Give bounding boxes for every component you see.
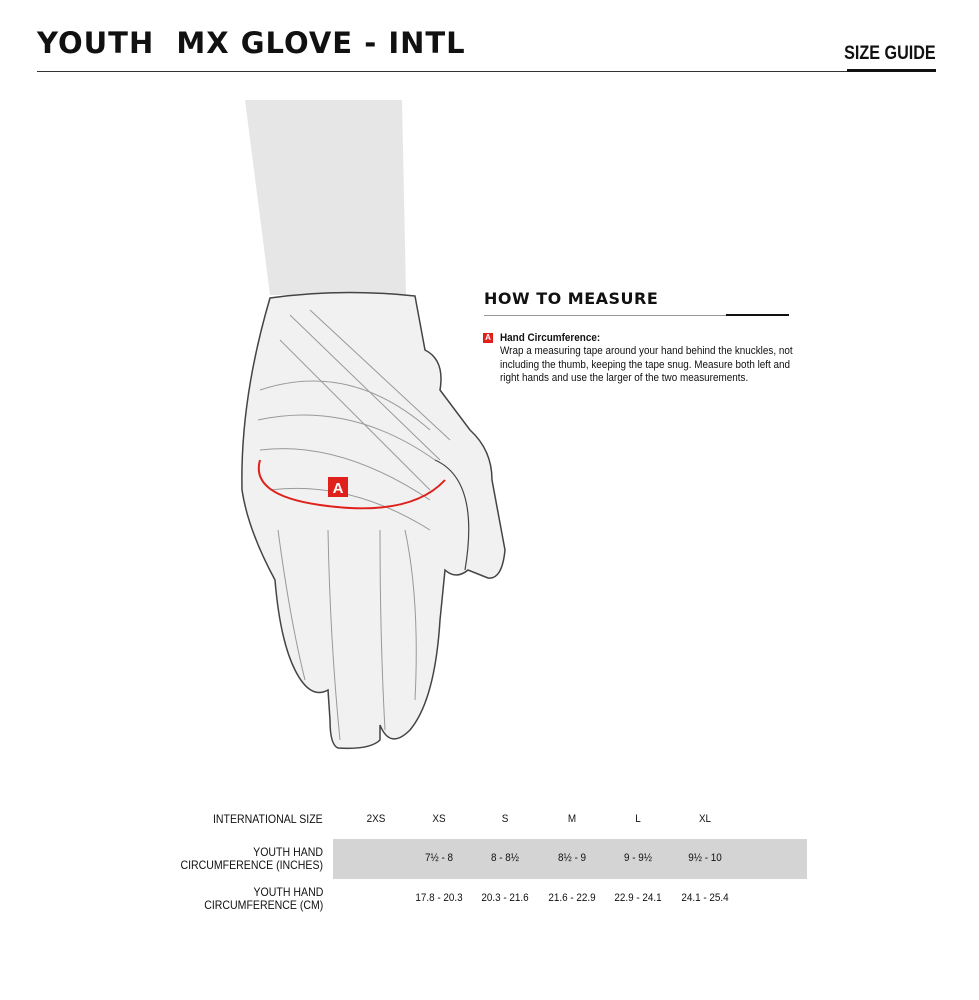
hand-circumference-instructions: Wrap a measuring tape around your hand b… [500,345,793,384]
row-label-cm: YOUTH HAND CIRCUMFERENCE (CM) [203,885,323,912]
cell-cm-l: 22.9 - 24.1 [614,892,662,904]
cell-sizes-xs: XS [432,813,446,825]
cell-sizes-xl: XL [698,813,712,825]
row-label-size: INTERNATIONAL SIZE [213,812,323,826]
marker-a-badge [328,477,348,497]
cell-inches-l: 9 - 9½ [623,852,653,864]
cell-cm-m: 21.6 - 22.9 [548,892,596,904]
cell-cm-s: 20.3 - 21.6 [481,892,529,904]
cell-cm-xl: 24.1 - 25.4 [681,892,729,904]
cell-sizes-m: M [567,813,577,825]
hand-circumference-title: Hand Circumference: [500,332,601,344]
cell-sizes-2xs: 2XS [366,813,386,825]
heading-divider [484,315,789,316]
cell-inches-s: 8 - 8½ [490,852,520,864]
cell-cm-xs: 17.8 - 20.3 [415,892,463,904]
page-title: YOUTH MX GLOVE - INTL [37,26,466,60]
marker-a-badge: A [483,333,493,343]
cell-inches-xs: 7½ - 8 [424,852,454,864]
heading-accent-bar [726,314,789,316]
cell-sizes-l: L [635,813,641,825]
row-label-inches: YOUTH HAND CIRCUMFERENCE (INCHES) [180,845,323,872]
header-divider [37,71,936,72]
cell-inches-m: 8½ - 9 [557,852,587,864]
inches-row-background [333,839,807,879]
cell-sizes-s: S [501,813,509,825]
size-guide-label: SIZE GUIDE [844,43,936,64]
cell-inches-xl: 9½ - 10 [688,852,722,864]
size-guide-underline [847,69,936,72]
marker-a-text: A [333,480,344,497]
glove-illustration: A [241,100,506,750]
how-to-measure-heading: HOW TO MEASURE [484,289,659,308]
